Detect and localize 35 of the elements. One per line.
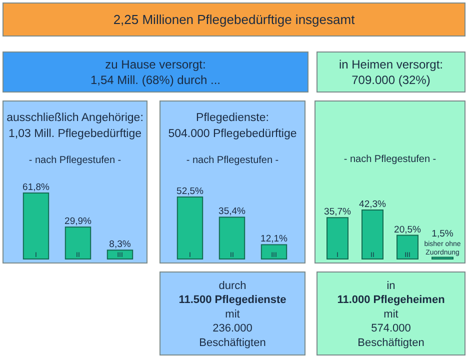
chart-subtitle: 1,03 Mill. Pflegebedürftige bbox=[8, 128, 142, 140]
text: durch bbox=[218, 280, 246, 292]
data-label: 61,8% bbox=[22, 182, 50, 193]
bar bbox=[396, 234, 418, 260]
text: 236.000 bbox=[212, 322, 252, 335]
text: Beschäftigten bbox=[358, 336, 424, 349]
data-label: 35,7% bbox=[324, 206, 352, 218]
text: mit bbox=[225, 308, 240, 320]
data-label: 35,4% bbox=[218, 206, 246, 218]
text: mit bbox=[384, 308, 398, 320]
text: 1,54 Mill. (68%) durch ... bbox=[90, 73, 221, 87]
data-label: 20,5% bbox=[394, 224, 422, 236]
text: 11.500 Pflegedienste bbox=[178, 294, 286, 306]
text: zu Hause versorgt: bbox=[105, 57, 206, 72]
data-label: 8,3% bbox=[109, 239, 132, 250]
text: in bbox=[386, 280, 396, 292]
chart-title: ausschließlich Angehörige: bbox=[6, 112, 144, 124]
text: - nach Pflegestufen - bbox=[28, 155, 122, 166]
text: - nach Pflegestufen - bbox=[344, 154, 436, 165]
data-label: 12,1% bbox=[260, 234, 288, 245]
text: 709.000 (32%) bbox=[352, 73, 430, 87]
chart-title: Pflegedienste: bbox=[196, 112, 269, 124]
data-label: 42,3% bbox=[359, 199, 387, 210]
data-label: 29,9% bbox=[64, 216, 92, 228]
bar bbox=[326, 217, 348, 260]
chart-subtitle: 504.000 Pflegebedürftige bbox=[168, 128, 297, 140]
data-label: 52,5% bbox=[176, 186, 204, 197]
text: 11.000 Pflegeheimen bbox=[337, 294, 446, 306]
text: in Heimen versorgt: bbox=[338, 57, 444, 72]
bar bbox=[362, 210, 384, 260]
text: 2,25 Millionen Pflegebedürftige insgesamt bbox=[113, 12, 356, 28]
text: 574.000 bbox=[371, 322, 411, 335]
text: - nach Pflegestufen - bbox=[186, 155, 279, 166]
data-label: 1,5% bbox=[432, 228, 454, 240]
text: Beschäftigten bbox=[199, 336, 266, 349]
